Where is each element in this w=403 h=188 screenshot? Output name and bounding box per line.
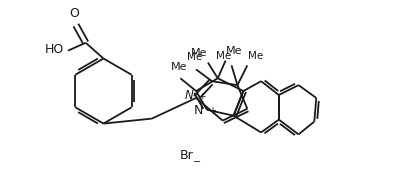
Text: HO: HO [45, 43, 64, 56]
Text: N: N [185, 89, 193, 102]
Text: Me: Me [171, 62, 187, 72]
Text: Br: Br [179, 149, 193, 161]
Text: +: + [198, 92, 206, 101]
Text: Me: Me [247, 51, 263, 61]
Text: O: O [69, 7, 79, 20]
Text: Me: Me [187, 52, 203, 62]
Text: Me: Me [216, 51, 231, 61]
Text: +: + [208, 106, 216, 116]
Text: Me: Me [191, 48, 207, 58]
Text: N: N [193, 104, 203, 117]
Text: Me: Me [226, 45, 243, 56]
Text: −: − [193, 157, 201, 167]
